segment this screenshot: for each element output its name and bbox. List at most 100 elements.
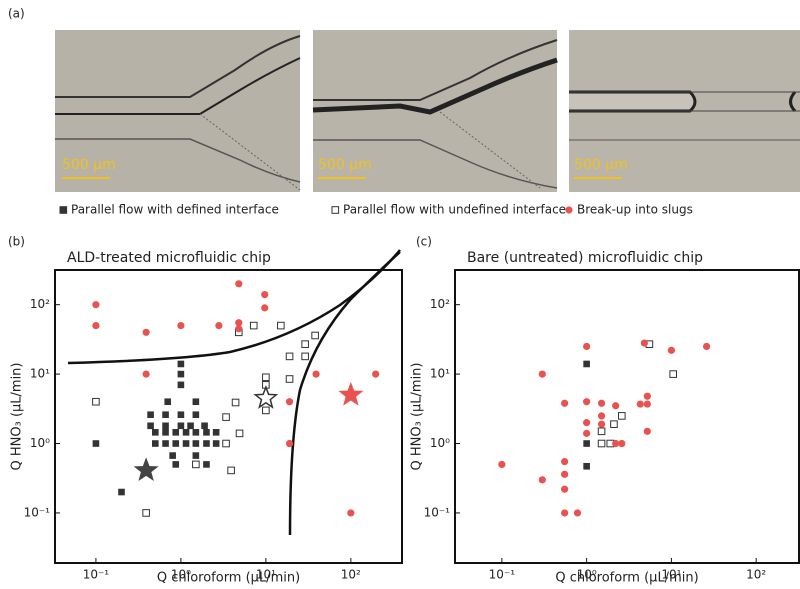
point xyxy=(249,321,258,330)
point xyxy=(561,399,569,407)
point xyxy=(177,360,185,368)
point xyxy=(643,400,651,408)
point xyxy=(192,398,200,406)
point xyxy=(215,321,223,330)
point xyxy=(610,420,618,428)
x-tick-label: 10² xyxy=(746,568,766,582)
point xyxy=(231,398,240,407)
point xyxy=(643,427,651,435)
point xyxy=(177,370,185,378)
legend-label: Parallel flow with undefined interface xyxy=(343,203,566,217)
chart-title: Bare (untreated) microfluidic chip xyxy=(467,250,703,266)
point xyxy=(618,412,626,420)
point xyxy=(597,420,606,428)
x-tick-label: 10² xyxy=(341,568,361,582)
point xyxy=(583,360,590,368)
point xyxy=(498,460,506,469)
star-marker xyxy=(133,457,159,482)
point xyxy=(192,460,200,469)
point xyxy=(192,440,200,447)
point xyxy=(285,352,294,361)
star-marker xyxy=(338,381,364,406)
point xyxy=(261,290,269,299)
chart-title: ALD-treated microfluidic chip xyxy=(67,250,271,266)
point xyxy=(347,509,355,517)
point xyxy=(142,328,150,336)
legend-label: Break-up into slugs xyxy=(577,203,693,217)
point xyxy=(612,439,620,448)
point xyxy=(203,429,210,436)
point xyxy=(597,439,606,448)
point xyxy=(301,352,309,361)
point xyxy=(172,429,180,436)
y-tick-label: 10² xyxy=(430,297,450,311)
point xyxy=(222,413,230,421)
point xyxy=(164,398,172,406)
point xyxy=(312,370,320,378)
point xyxy=(640,339,648,347)
point xyxy=(285,439,294,448)
point xyxy=(583,419,591,427)
micrograph: 500 μm xyxy=(569,30,800,192)
micrograph: 500 μm xyxy=(55,30,301,192)
point xyxy=(177,321,185,330)
point xyxy=(118,488,125,496)
point xyxy=(561,485,569,493)
x-axis-label: Q chloroform (μL/min) xyxy=(157,571,300,586)
panel-label: (c) xyxy=(416,235,432,249)
point xyxy=(212,429,220,436)
point xyxy=(92,321,100,330)
legend-marker xyxy=(59,206,68,214)
y-tick-label: 10⁰ xyxy=(430,436,450,450)
scale-bar-label: 500 μm xyxy=(62,157,116,173)
point xyxy=(573,509,582,517)
regime-boundary xyxy=(67,249,401,365)
x-tick-label: 10¹ xyxy=(661,568,681,582)
point xyxy=(235,319,243,327)
point xyxy=(261,304,269,312)
point xyxy=(583,429,591,437)
point xyxy=(301,340,309,348)
x-tick-label: 10⁰ xyxy=(577,568,597,582)
point xyxy=(538,370,546,378)
point xyxy=(538,476,546,484)
point xyxy=(667,346,676,354)
plot-frame xyxy=(54,269,403,564)
point xyxy=(561,470,569,478)
y-axis-label: Q HNO₃ (μL/min) xyxy=(410,363,425,471)
plot-frame xyxy=(454,269,800,564)
legend-label: Parallel flow with defined interface xyxy=(71,203,279,217)
point xyxy=(177,422,185,430)
y-tick-label: 10⁻¹ xyxy=(424,505,451,519)
point xyxy=(277,321,285,330)
point xyxy=(618,439,626,448)
point xyxy=(227,466,235,475)
point xyxy=(597,412,606,420)
point xyxy=(212,440,220,447)
point xyxy=(235,280,243,288)
point xyxy=(162,422,169,430)
point xyxy=(162,440,169,447)
y-tick-label: 10² xyxy=(30,297,50,311)
point xyxy=(92,397,100,406)
point xyxy=(92,301,100,309)
point xyxy=(285,375,294,383)
point xyxy=(169,452,176,459)
point xyxy=(597,427,606,436)
point xyxy=(177,411,185,419)
x-axis-label: Q chloroform (μL/min) xyxy=(555,571,698,586)
point xyxy=(612,402,620,410)
point xyxy=(561,457,569,466)
point xyxy=(147,422,154,430)
point xyxy=(182,440,190,447)
point xyxy=(235,429,244,438)
point xyxy=(222,439,230,448)
point xyxy=(177,381,185,389)
point xyxy=(162,411,169,419)
star-marker xyxy=(253,385,279,409)
x-tick-label: 10⁻¹ xyxy=(83,568,110,582)
x-tick-label: 10¹ xyxy=(256,568,276,582)
point xyxy=(561,509,569,517)
point xyxy=(172,440,180,447)
